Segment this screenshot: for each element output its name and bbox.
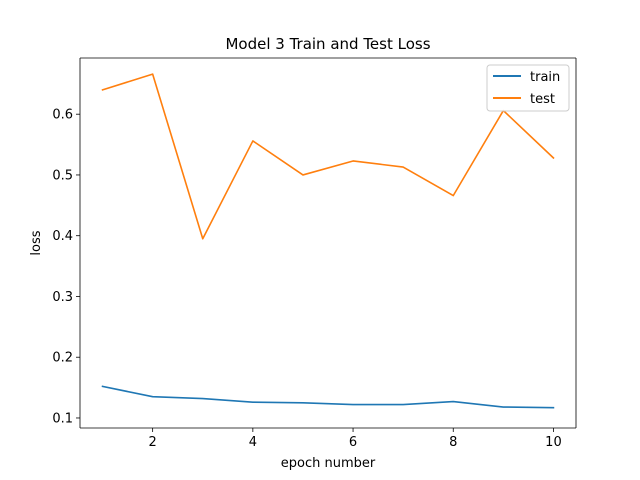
legend: train test [486,64,570,112]
legend-label-train: train [530,70,560,85]
series-line-test [101,73,555,240]
y-tick-label: 0.6 [52,108,73,123]
x-tick-label: 6 [349,435,357,450]
x-tick-label: 4 [249,435,257,450]
plot-frame [79,57,577,429]
x-tick-label: 10 [545,435,562,450]
chart-title: Model 3 Train and Test Loss [225,35,430,53]
series-layer [101,73,555,409]
x-axis-label: epoch number [281,456,376,471]
y-tick-label: 0.1 [52,411,73,426]
y-tick-label: 0.3 [52,290,73,305]
legend-label-test: test [530,92,555,107]
y-tick-label: 0.4 [52,229,73,244]
y-tick-label: 0.5 [52,168,73,183]
x-tick-label: 8 [449,435,457,450]
y-axis-ticks: 0.1 0.2 0.3 0.4 0.5 0.6 [52,108,80,426]
y-tick-label: 0.2 [52,351,73,366]
plot-area [80,58,576,428]
series-line-train [101,385,555,409]
x-tick-label: 2 [149,435,157,450]
y-axis-label: loss [29,230,44,255]
x-axis-ticks: 2 4 6 8 10 [149,428,562,450]
